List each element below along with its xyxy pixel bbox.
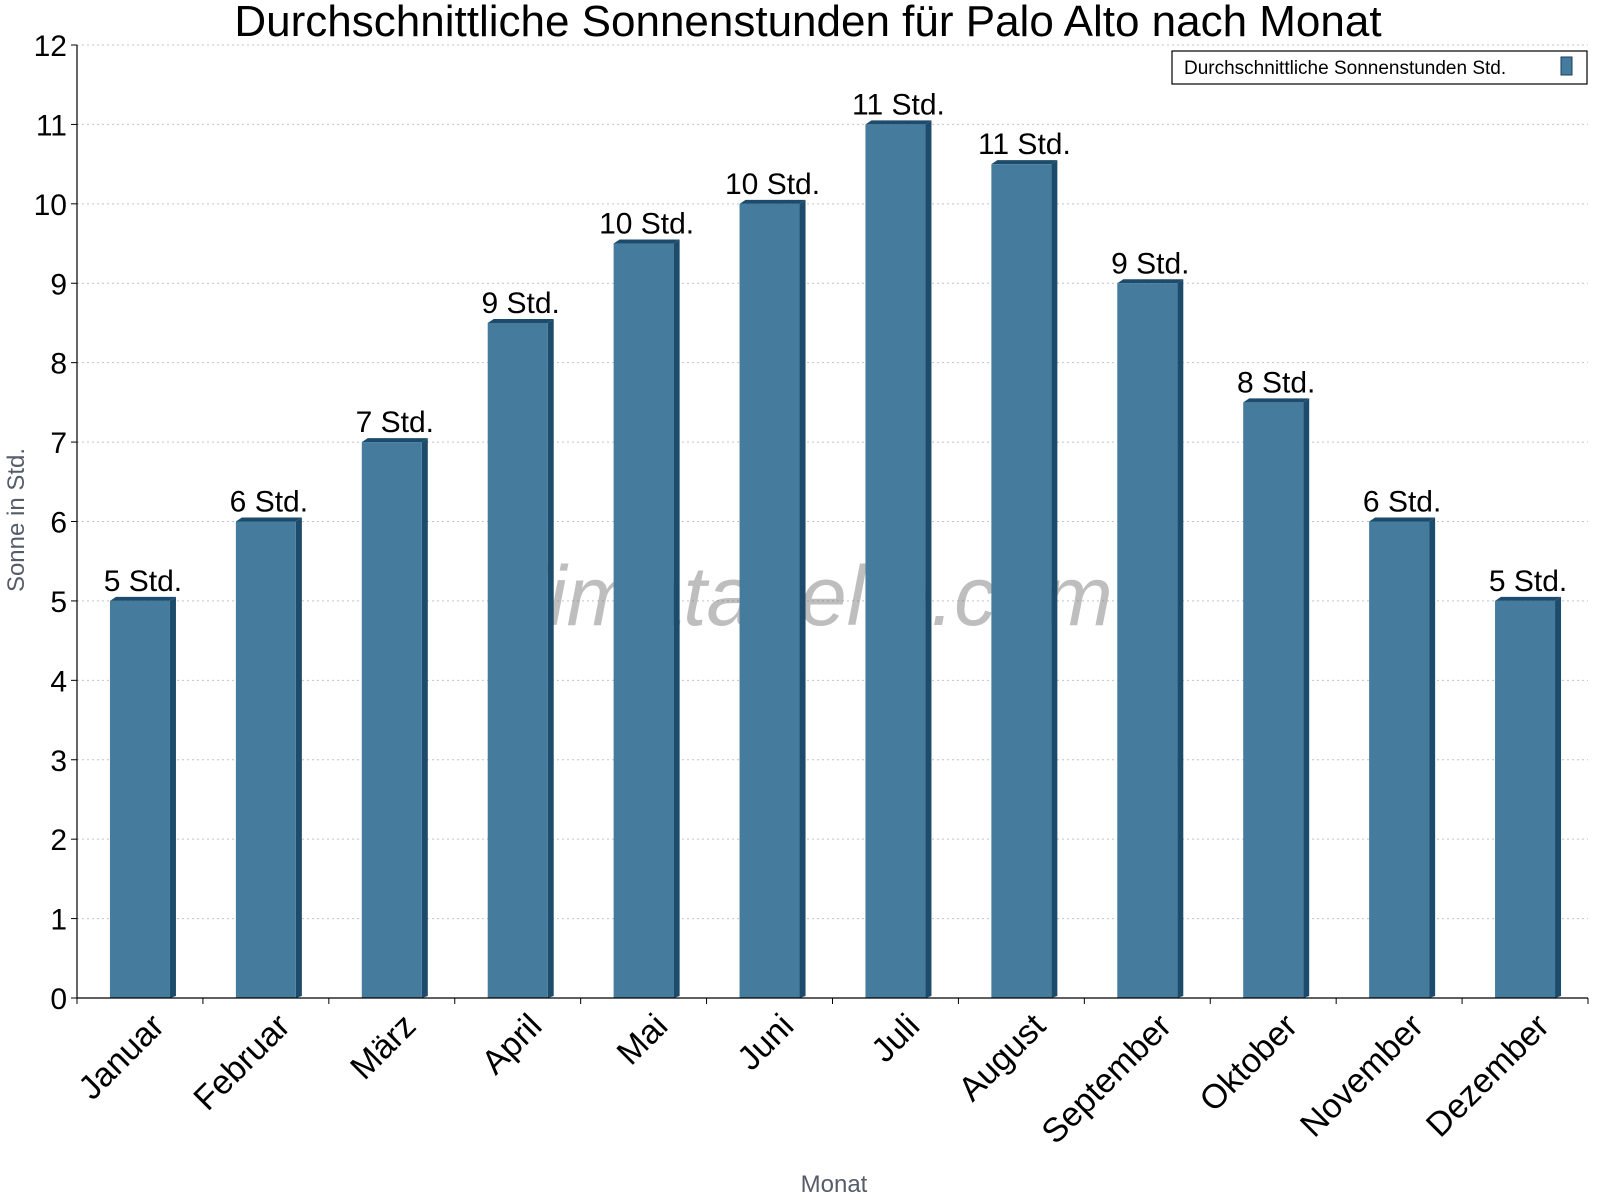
bar-top xyxy=(361,438,428,443)
x-tick-label: Januar xyxy=(71,1007,171,1107)
bar-side xyxy=(1429,517,1436,998)
bar-side xyxy=(169,596,176,998)
legend-label: Durchschnittliche Sonnenstunden Std. xyxy=(1184,58,1506,79)
bar-8: 11 Std. xyxy=(978,128,1071,998)
bar-side xyxy=(925,120,932,998)
bar-front xyxy=(361,442,422,998)
y-tick-label: 3 xyxy=(50,745,67,778)
bar-12: 5 Std. xyxy=(1489,565,1567,998)
x-tick-label: September xyxy=(1034,1007,1178,1151)
data-label: 9 Std. xyxy=(482,287,560,320)
bar-top xyxy=(1495,596,1562,601)
data-label: 5 Std. xyxy=(1489,565,1567,598)
x-tick-label: Juni xyxy=(730,1007,801,1078)
y-tick-label: 5 xyxy=(50,586,67,619)
y-tick-label: 9 xyxy=(50,268,67,301)
bar-7: 11 Std. xyxy=(852,88,945,998)
y-tick-label: 6 xyxy=(50,507,67,540)
bar-side xyxy=(1177,279,1184,998)
y-axis-label: Sonne in Std. xyxy=(3,448,30,592)
bar-top xyxy=(865,120,932,125)
data-label: 7 Std. xyxy=(356,406,434,439)
data-label: 11 Std. xyxy=(978,128,1071,161)
bar-front xyxy=(1117,283,1178,998)
bar-top xyxy=(991,160,1058,165)
bar-top xyxy=(613,239,680,244)
y-tick-label: 1 xyxy=(50,904,67,937)
bar-top xyxy=(235,517,302,522)
y-tick-label: 0 xyxy=(50,983,67,1016)
x-axis-label: Monat xyxy=(801,1171,868,1198)
y-tick-label: 7 xyxy=(50,427,67,460)
bar-front xyxy=(991,164,1052,998)
bar-1: 5 Std. xyxy=(104,565,182,998)
bar-top xyxy=(487,318,554,323)
bar-front xyxy=(1369,521,1430,998)
legend: Durchschnittliche Sonnenstunden Std. xyxy=(1171,50,1588,85)
bar-front xyxy=(613,243,674,998)
bar-front xyxy=(865,124,926,998)
bar-2: 6 Std. xyxy=(230,486,308,998)
bar-side xyxy=(1051,160,1058,998)
bar-front xyxy=(739,203,800,999)
bar-10: 8 Std. xyxy=(1237,366,1315,998)
bar-front xyxy=(487,322,548,998)
data-label: 8 Std. xyxy=(1237,366,1315,399)
data-label: 10 Std. xyxy=(599,208,694,241)
x-tick-label: April xyxy=(474,1007,549,1082)
bar-top xyxy=(1117,279,1184,284)
data-label: 10 Std. xyxy=(725,168,820,201)
bar-3: 7 Std. xyxy=(356,406,434,998)
bar-side xyxy=(673,239,680,998)
x-tick-label: Mai xyxy=(610,1007,676,1073)
bar-top xyxy=(1369,517,1436,522)
bar-11: 6 Std. xyxy=(1363,486,1441,998)
y-tick-label: 12 xyxy=(34,30,67,63)
bar-top xyxy=(109,596,176,601)
data-label: 5 Std. xyxy=(104,565,182,598)
bar-side xyxy=(1555,596,1562,998)
grid-layer xyxy=(77,44,1588,920)
x-tick-label: März xyxy=(343,1007,423,1087)
bar-side xyxy=(1303,398,1310,998)
bar-6: 10 Std. xyxy=(725,168,820,999)
bar-side xyxy=(799,199,806,999)
data-label: 6 Std. xyxy=(1363,486,1441,519)
bar-top xyxy=(1243,398,1310,403)
bar-side xyxy=(421,438,428,998)
legend-box xyxy=(1171,50,1588,85)
data-label: 9 Std. xyxy=(1111,247,1189,280)
x-tick-label: November xyxy=(1293,1007,1431,1145)
bar-front xyxy=(235,521,296,998)
data-label: 11 Std. xyxy=(852,88,945,121)
bar-top xyxy=(739,199,806,204)
y-tick-label: 10 xyxy=(34,189,67,222)
y-tick-label: 8 xyxy=(50,348,67,381)
y-tick-label: 11 xyxy=(36,109,67,142)
bar-5: 10 Std. xyxy=(599,208,694,998)
x-tick-label: August xyxy=(951,1006,1053,1108)
bar-side xyxy=(295,517,302,998)
bar-9: 9 Std. xyxy=(1111,247,1189,998)
legend-swatch xyxy=(1560,56,1573,76)
y-tick-label: 4 xyxy=(50,665,67,698)
x-tick-label: Oktober xyxy=(1192,1007,1304,1119)
bar-side xyxy=(547,318,554,998)
x-tick-label: Dezember xyxy=(1419,1007,1557,1145)
y-tick-label: 2 xyxy=(50,824,67,857)
x-tick-label: Juli xyxy=(864,1007,927,1070)
bar-4: 9 Std. xyxy=(482,287,560,998)
bar-front xyxy=(1495,600,1556,998)
x-tick-label: Februar xyxy=(186,1007,297,1118)
data-label: 6 Std. xyxy=(230,486,308,519)
bars-layer: 5 Std. 6 Std. 7 Std. 9 Std. 10 Std. 10 Std. 11… xyxy=(104,88,1567,999)
chart-title: Durchschnittliche Sonnenstunden für Palo… xyxy=(234,0,1381,46)
bar-front xyxy=(1243,402,1304,998)
bar-front xyxy=(109,600,170,998)
